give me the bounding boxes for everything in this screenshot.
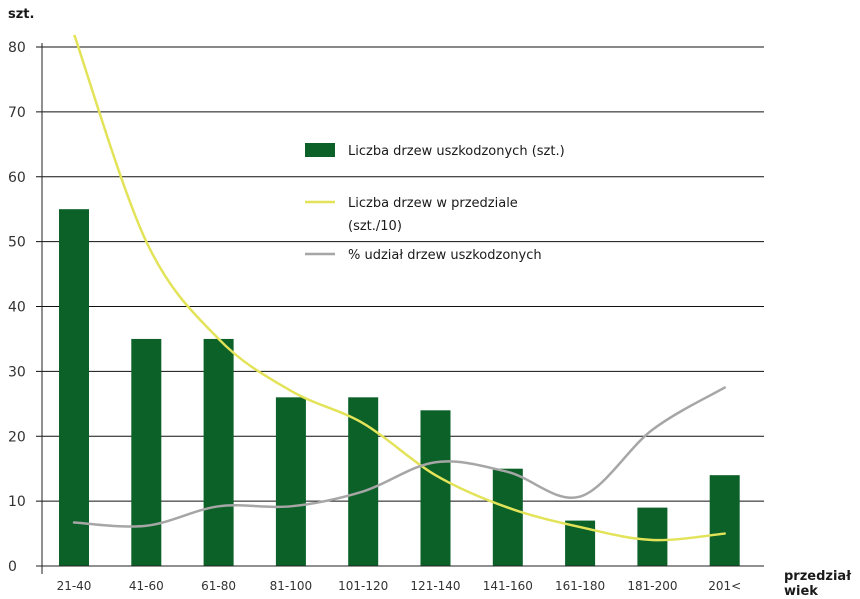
y-tick-label: 70: [8, 105, 26, 121]
bar: [709, 475, 740, 566]
bar: [131, 338, 162, 566]
legend-label: Liczba drzew uszkodzonych (szt.): [348, 144, 565, 159]
x-tick-label: 201<: [708, 579, 741, 593]
x-tick-label: 41-60: [129, 579, 164, 593]
y-axis-title: szt.: [8, 7, 34, 22]
x-tick-label: 81-100: [270, 579, 313, 593]
y-tick-label: 40: [8, 300, 26, 316]
x-tick-label: 101-120: [338, 579, 388, 593]
y-tick-labels: 0 10 20 30 40 50 60 70 80: [8, 40, 26, 575]
bar: [637, 507, 668, 566]
bar: [492, 468, 523, 566]
bar: [203, 338, 234, 566]
x-tick-labels: 21-40 41-60 61-80 81-100 101-120 121-140 141-1…: [57, 579, 742, 593]
bar: [59, 209, 89, 566]
bar: [420, 410, 451, 566]
legend: Liczba drzew uszkodzonych (szt.) Liczba d…: [305, 143, 565, 263]
x-tick-label: 161-180: [555, 579, 605, 593]
bar: [275, 397, 306, 566]
y-tick-label: 0: [8, 559, 17, 575]
x-tick-label: 121-140: [410, 579, 460, 593]
line-trees-in-interval: [73, 35, 726, 542]
y-tick-label: 50: [8, 235, 26, 251]
x-axis-title-line1: przedział: [784, 569, 852, 584]
legend-label: Liczba drzew w przedziale: [348, 196, 518, 211]
y-tick-label: 10: [8, 494, 26, 510]
line-damaged-share: [72, 386, 726, 528]
legend-label: % udział drzew uszkodzonych: [348, 248, 542, 263]
legend-swatch: [305, 143, 335, 157]
bar: [348, 397, 379, 566]
x-tick-label: 141-160: [483, 579, 533, 593]
y-tick-label: 20: [8, 429, 26, 445]
x-tick-label: 181-200: [627, 579, 677, 593]
y-tick-label: 30: [8, 364, 26, 380]
x-tick-label: 61-80: [201, 579, 236, 593]
y-tick-label: 80: [8, 40, 26, 56]
x-axis-title-line2: wiek: [784, 584, 818, 599]
legend-label-line2: (szt./10): [348, 219, 402, 234]
x-tick-label: 21-40: [57, 579, 92, 593]
line-series: [72, 35, 726, 542]
bar-series: [59, 209, 740, 566]
y-tick-label: 60: [8, 170, 26, 186]
